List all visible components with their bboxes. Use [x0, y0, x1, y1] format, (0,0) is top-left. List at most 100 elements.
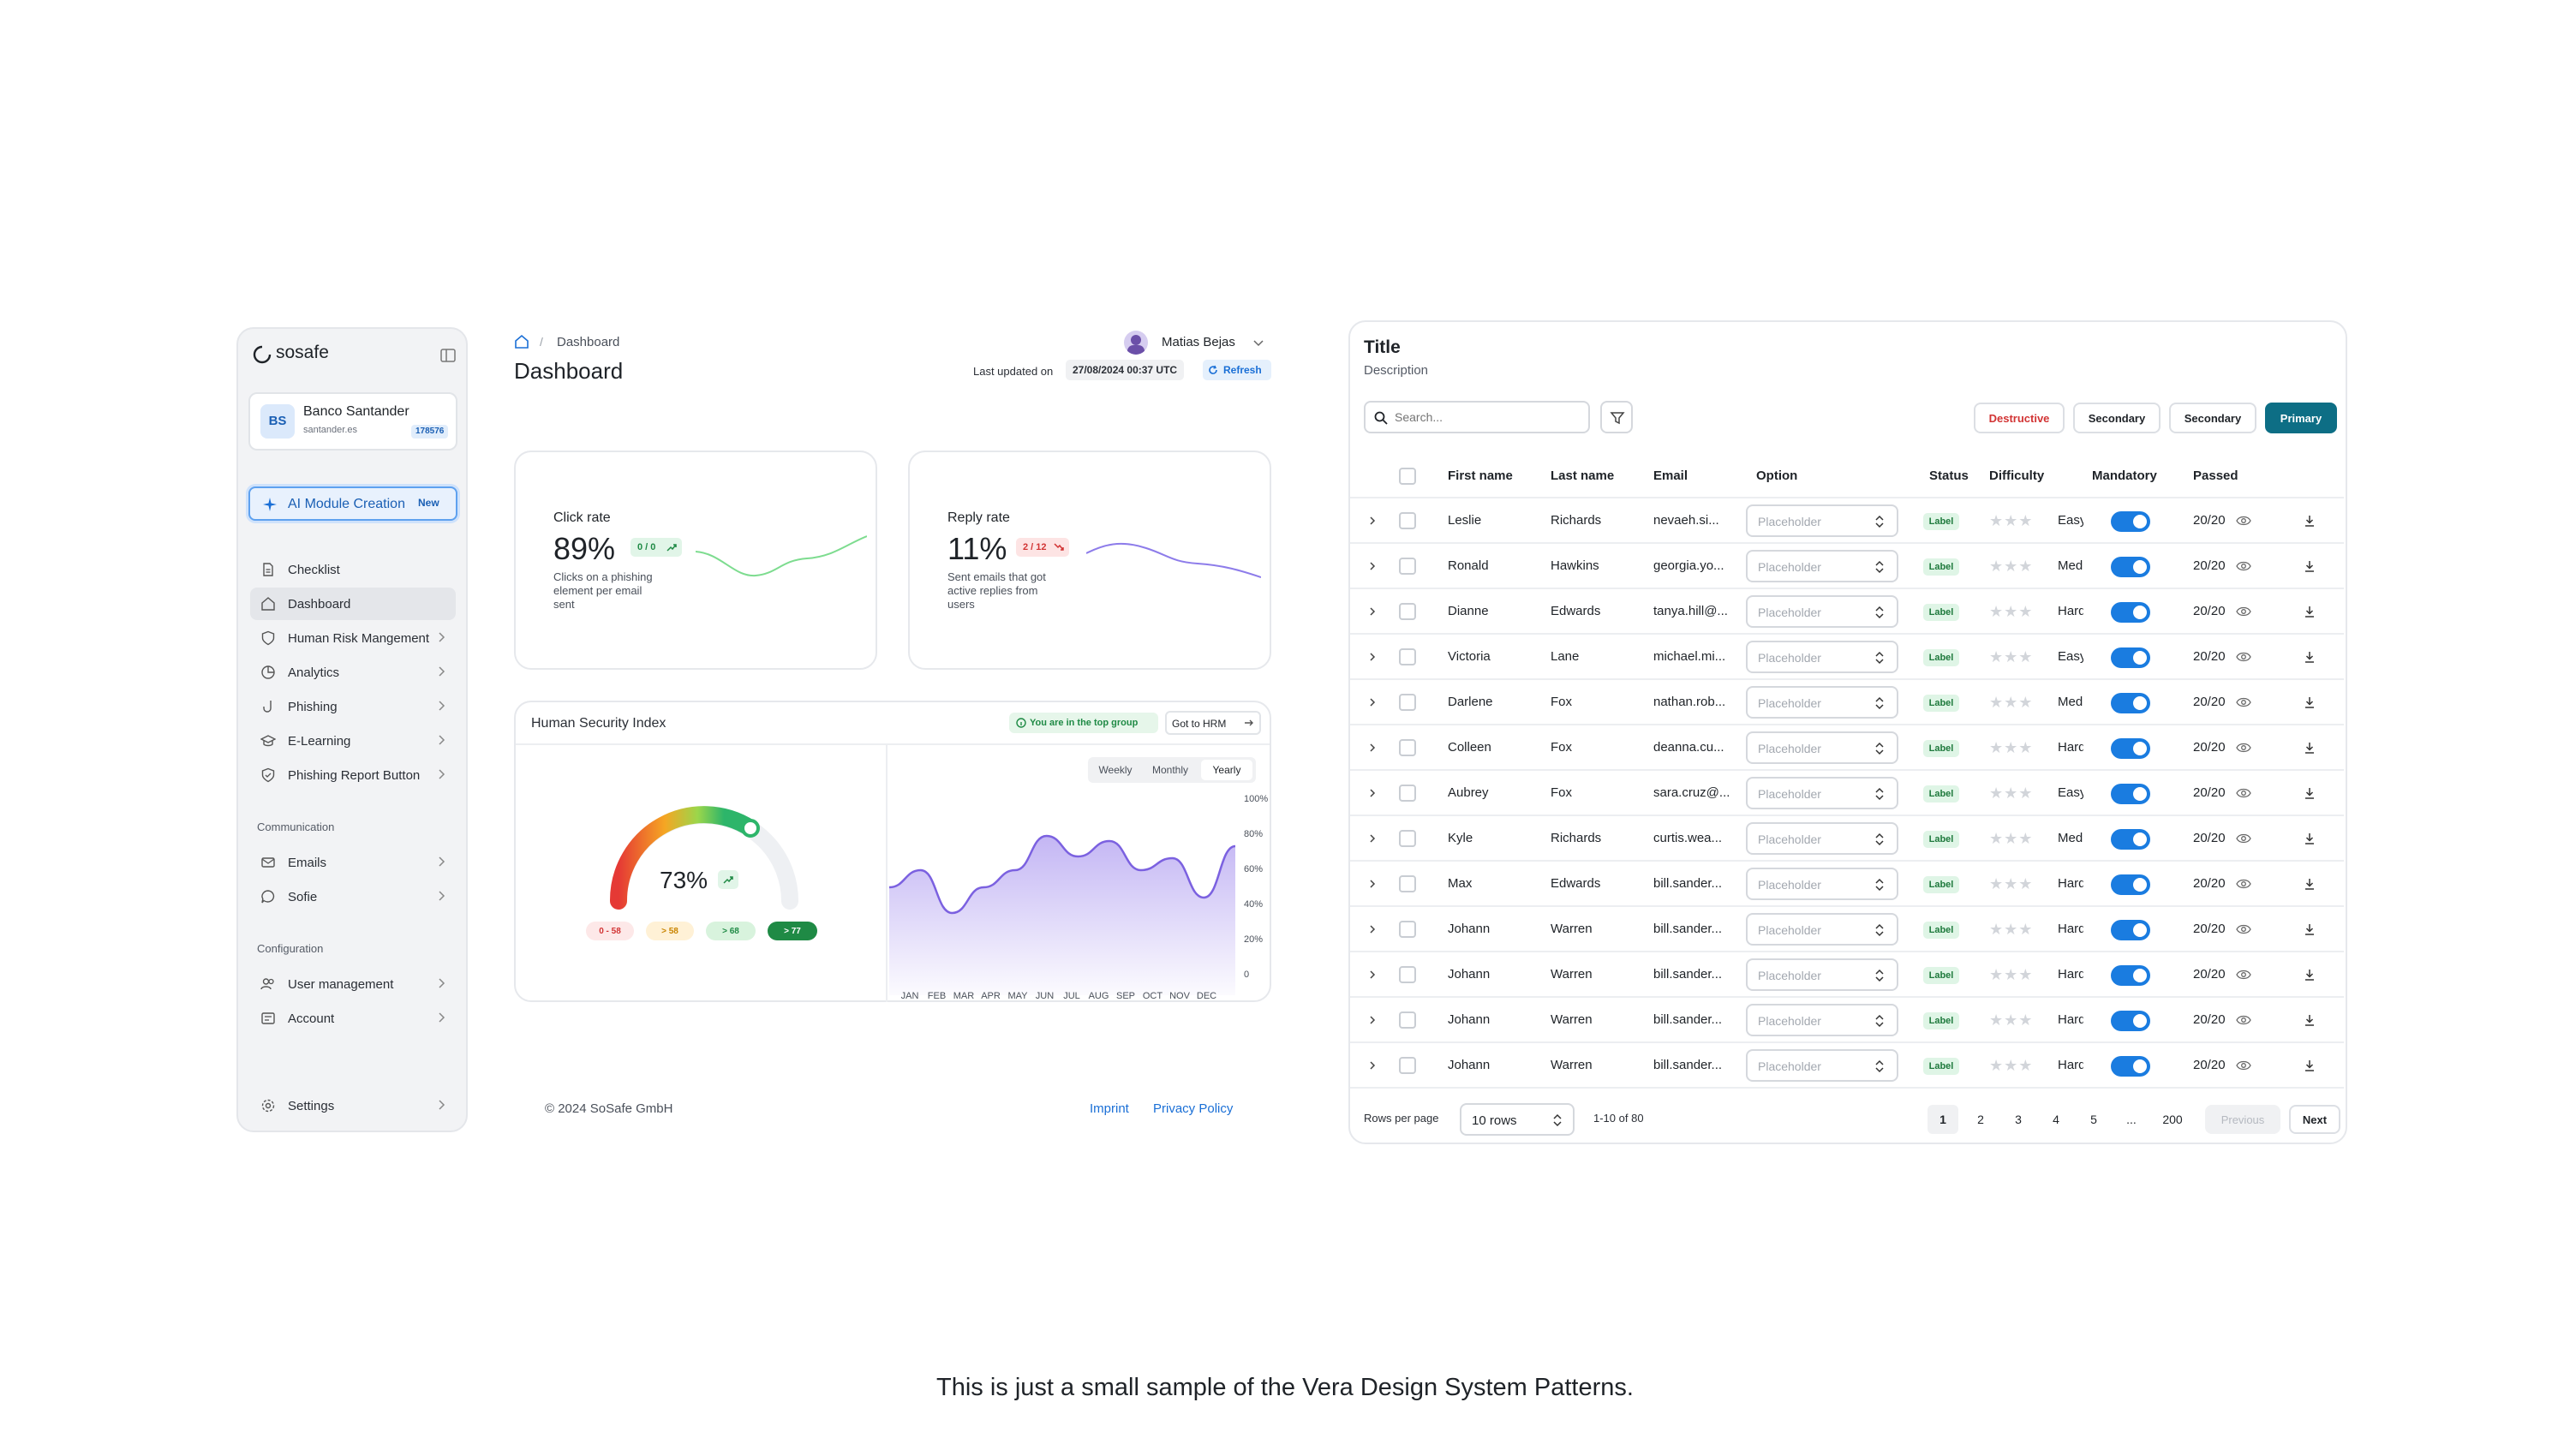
eye-icon[interactable]: [2236, 606, 2251, 618]
option-select[interactable]: Placeholder: [1746, 777, 1898, 809]
filter-button[interactable]: [1600, 401, 1633, 433]
option-select[interactable]: Placeholder: [1746, 958, 1898, 991]
table-row[interactable]: Johann Warren bill.sander... Placeholder Lab…: [1350, 998, 2344, 1043]
row-checkbox[interactable]: [1399, 785, 1416, 802]
table-row[interactable]: Johann Warren bill.sander... Placeholder Lab…: [1350, 907, 2344, 952]
refresh-button[interactable]: Refresh: [1203, 360, 1271, 380]
mandatory-toggle[interactable]: [2111, 511, 2150, 532]
sidebar-item-account[interactable]: Account: [250, 1002, 456, 1035]
expand-chevron-icon[interactable]: [1367, 970, 1378, 980]
download-icon[interactable]: [2303, 650, 2316, 664]
sidebar-item-phishing[interactable]: Phishing: [250, 690, 456, 723]
column-header[interactable]: Passed: [2193, 468, 2238, 483]
search-input[interactable]: [1395, 408, 1583, 427]
table-row[interactable]: Victoria Lane michael.mi... Placeholder Labe…: [1350, 635, 2344, 680]
sidebar-item-analytics[interactable]: Analytics: [250, 656, 456, 689]
column-header[interactable]: Difficulty: [1989, 468, 2045, 483]
chevron-down-icon[interactable]: [1252, 337, 1264, 349]
download-icon[interactable]: [2303, 695, 2316, 709]
page-button-200[interactable]: 200: [2162, 1113, 2183, 1126]
download-icon[interactable]: [2303, 514, 2316, 528]
option-select[interactable]: Placeholder: [1746, 1004, 1898, 1036]
avatar[interactable]: [1124, 331, 1148, 355]
table-row[interactable]: Colleen Fox deanna.cu... Placeholder Label ★★…: [1350, 725, 2344, 771]
mandatory-toggle[interactable]: [2111, 647, 2150, 668]
column-header[interactable]: Mandatory: [2092, 468, 2157, 483]
option-select[interactable]: Placeholder: [1746, 504, 1898, 537]
option-select[interactable]: Placeholder: [1746, 868, 1898, 900]
sidebar-item-phishing-report[interactable]: Phishing Report Button: [250, 759, 456, 791]
expand-chevron-icon[interactable]: [1367, 833, 1378, 844]
table-row[interactable]: Dianne Edwards tanya.hill@... Placeholder La…: [1350, 589, 2344, 635]
org-switcher[interactable]: BS Banco Santander santander.es 178576: [248, 392, 457, 451]
secondary-button-2[interactable]: Secondary: [2169, 403, 2256, 433]
eye-icon[interactable]: [2236, 1059, 2251, 1071]
sidebar-item-emails[interactable]: Emails: [250, 846, 456, 879]
expand-chevron-icon[interactable]: [1367, 1015, 1378, 1025]
table-row[interactable]: Aubrey Fox sara.cruz@... Placeholder Label ★★…: [1350, 771, 2344, 816]
table-row[interactable]: Darlene Fox nathan.rob... Placeholder Label ★…: [1350, 680, 2344, 725]
tab-monthly[interactable]: Monthly: [1151, 764, 1189, 776]
table-row[interactable]: Ronald Hawkins georgia.yo... Placeholder Lab…: [1350, 544, 2344, 589]
download-icon[interactable]: [2303, 877, 2316, 891]
download-icon[interactable]: [2303, 559, 2316, 573]
expand-chevron-icon[interactable]: [1367, 561, 1378, 571]
eye-icon[interactable]: [2236, 923, 2251, 935]
row-checkbox[interactable]: [1399, 558, 1416, 575]
mandatory-toggle[interactable]: [2111, 738, 2150, 759]
eye-icon[interactable]: [2236, 878, 2251, 890]
expand-chevron-icon[interactable]: [1367, 743, 1378, 753]
mandatory-toggle[interactable]: [2111, 1056, 2150, 1077]
eye-icon[interactable]: [2236, 1014, 2251, 1026]
footer-privacy-link[interactable]: Privacy Policy: [1153, 1101, 1234, 1116]
sidebar-item-user-management[interactable]: User management: [250, 968, 456, 1000]
table-row[interactable]: Kyle Richards curtis.wea... Placeholder Labe…: [1350, 816, 2344, 862]
download-icon[interactable]: [2303, 1059, 2316, 1072]
mandatory-toggle[interactable]: [2111, 965, 2150, 986]
download-icon[interactable]: [2303, 786, 2316, 800]
goto-hrm-button[interactable]: Got to HRM: [1165, 711, 1261, 735]
row-checkbox[interactable]: [1399, 1057, 1416, 1074]
sidebar-item-sofie[interactable]: Sofie: [250, 880, 456, 913]
sidebar-item-dashboard[interactable]: Dashboard: [250, 588, 456, 620]
option-select[interactable]: Placeholder: [1746, 1049, 1898, 1082]
page-button-4[interactable]: 4: [2053, 1113, 2059, 1126]
eye-icon[interactable]: [2236, 787, 2251, 799]
secondary-button-1[interactable]: Secondary: [2073, 403, 2161, 433]
eye-icon[interactable]: [2236, 969, 2251, 981]
column-header[interactable]: Status: [1929, 468, 1969, 483]
row-checkbox[interactable]: [1399, 1011, 1416, 1029]
expand-chevron-icon[interactable]: [1367, 879, 1378, 889]
row-checkbox[interactable]: [1399, 512, 1416, 529]
download-icon[interactable]: [2303, 832, 2316, 845]
footer-imprint-link[interactable]: Imprint: [1090, 1101, 1129, 1116]
mandatory-toggle[interactable]: [2111, 784, 2150, 804]
mandatory-toggle[interactable]: [2111, 557, 2150, 577]
row-checkbox[interactable]: [1399, 739, 1416, 756]
next-button[interactable]: Next: [2289, 1105, 2340, 1134]
search-field[interactable]: [1364, 401, 1590, 433]
expand-chevron-icon[interactable]: [1367, 697, 1378, 707]
user-name[interactable]: Matias Bejas: [1162, 335, 1235, 349]
row-checkbox[interactable]: [1399, 921, 1416, 938]
mandatory-toggle[interactable]: [2111, 1011, 2150, 1031]
table-row[interactable]: Max Edwards bill.sander... Placeholder Label…: [1350, 862, 2344, 907]
eye-icon[interactable]: [2236, 651, 2251, 663]
row-checkbox[interactable]: [1399, 648, 1416, 665]
download-icon[interactable]: [2303, 922, 2316, 936]
option-select[interactable]: Placeholder: [1746, 641, 1898, 673]
sidebar-item-human-risk[interactable]: Human Risk Mangement: [250, 622, 456, 654]
download-icon[interactable]: [2303, 968, 2316, 982]
mandatory-toggle[interactable]: [2111, 602, 2150, 623]
mandatory-toggle[interactable]: [2111, 829, 2150, 850]
expand-chevron-icon[interactable]: [1367, 1060, 1378, 1071]
column-header[interactable]: First name: [1448, 468, 1513, 483]
expand-chevron-icon[interactable]: [1367, 788, 1378, 798]
table-row[interactable]: Johann Warren bill.sander... Placeholder Lab…: [1350, 1043, 2344, 1089]
table-row[interactable]: Johann Warren bill.sander... Placeholder Lab…: [1350, 952, 2344, 998]
eye-icon[interactable]: [2236, 515, 2251, 527]
table-row[interactable]: Leslie Richards nevaeh.si... Placeholder Lab…: [1350, 498, 2344, 544]
sidebar-item-settings[interactable]: Settings: [250, 1089, 456, 1122]
row-checkbox[interactable]: [1399, 603, 1416, 620]
option-select[interactable]: Placeholder: [1746, 913, 1898, 946]
